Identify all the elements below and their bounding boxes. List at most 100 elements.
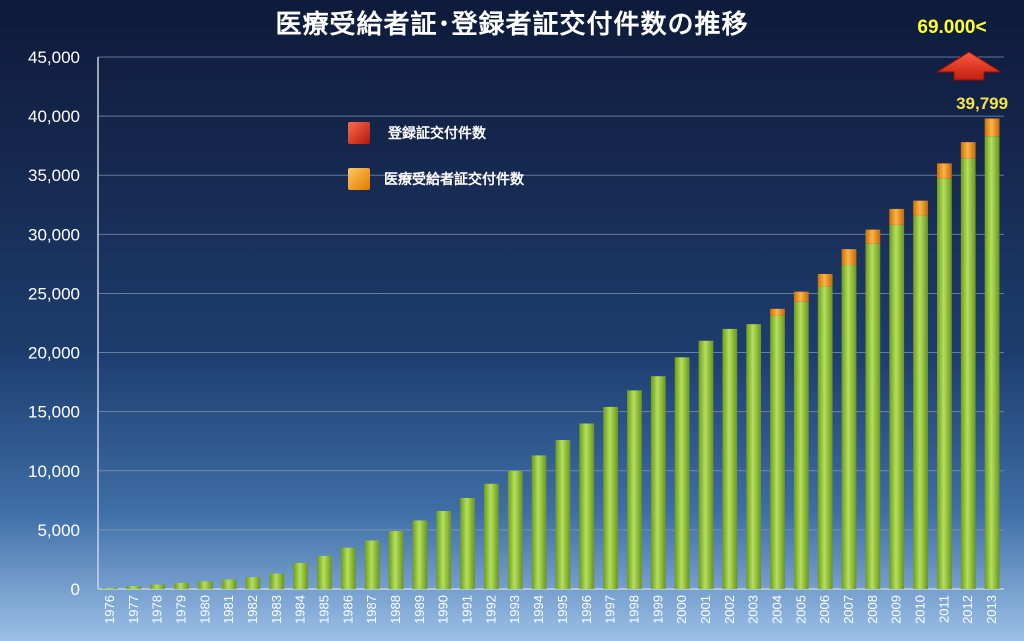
bar-medical-cert — [841, 265, 857, 589]
bar-medical-cert — [293, 562, 309, 589]
bar-registration-cert — [960, 142, 976, 159]
y-tick-label: 0 — [71, 580, 80, 599]
x-tick-label: 1991 — [460, 595, 475, 624]
x-tick-label: 2005 — [793, 595, 808, 624]
y-tick-label: 5,000 — [37, 521, 80, 540]
x-tick-label: 1978 — [150, 595, 165, 624]
bar-medical-cert — [340, 547, 356, 589]
x-axis: 1976 1977 1978 1979 1980 1981 1982 1983 1984 1985… — [102, 595, 999, 624]
y-tick-label: 10,000 — [28, 462, 80, 481]
x-tick-label: 2009 — [889, 595, 904, 624]
bar-medical-cert — [484, 483, 499, 589]
x-tick-label: 1994 — [531, 595, 546, 624]
bar-medical-cert — [364, 540, 380, 589]
bar-registration-cert — [889, 208, 905, 225]
x-tick-label: 2000 — [674, 595, 689, 624]
bar-medical-cert — [674, 357, 690, 589]
x-tick-label: 1995 — [555, 595, 570, 624]
x-tick-label: 2003 — [746, 595, 761, 624]
bar-medical-cert — [269, 573, 285, 589]
legend-swatch-registration — [348, 122, 370, 144]
x-tick-label: 1990 — [436, 595, 451, 624]
x-tick-label: 1992 — [483, 595, 498, 624]
y-tick-label: 35,000 — [28, 166, 80, 185]
x-tick-label: 1998 — [626, 595, 641, 624]
x-tick-label: 1977 — [126, 595, 141, 624]
bar-medical-cert — [770, 315, 785, 589]
bar-medical-cert — [531, 455, 547, 589]
x-tick-label: 2011 — [936, 595, 951, 623]
x-tick-label: 1980 — [197, 595, 212, 624]
legend-swatch-medical — [348, 168, 370, 190]
bar-medical-cert — [174, 582, 189, 589]
bar-medical-cert — [388, 531, 404, 589]
bar-medical-cert — [436, 510, 452, 589]
x-tick-label: 1984 — [293, 595, 308, 624]
x-tick-label: 1996 — [579, 595, 594, 624]
bar-medical-cert — [603, 406, 618, 589]
x-tick-label: 2001 — [698, 595, 713, 624]
x-tick-label: 1986 — [340, 595, 355, 624]
bar-medical-cert — [555, 440, 571, 589]
x-tick-label: 1983 — [269, 595, 284, 624]
bar-registration-cert — [841, 249, 857, 266]
bar-registration-cert — [793, 291, 809, 302]
x-tick-label: 1982 — [245, 595, 260, 624]
bar-medical-cert — [317, 555, 332, 589]
x-tick-label: 2002 — [722, 595, 737, 624]
bar-medical-cert — [245, 577, 261, 589]
bar-medical-cert — [984, 136, 1000, 589]
x-tick-label: 1976 — [102, 595, 117, 624]
bar-medical-cert — [698, 340, 714, 589]
chart-title: 医療受給者証･登録者証交付件数の推移 — [275, 10, 749, 40]
bar-registration-cert — [865, 229, 881, 244]
projection-label: 69.000< — [917, 17, 986, 38]
legend-label: 登録証交付件数 — [387, 125, 487, 142]
x-tick-label: 1985 — [317, 595, 332, 624]
bar-medical-cert — [746, 324, 762, 589]
bar-medical-cert — [817, 286, 833, 589]
gridlines — [98, 56, 1004, 590]
x-tick-label: 2007 — [841, 595, 856, 624]
bar-medical-cert — [889, 224, 905, 589]
bar-medical-cert — [627, 390, 642, 589]
bar-medical-cert — [460, 497, 475, 589]
bar-medical-cert — [865, 243, 881, 589]
bar-medical-cert — [579, 423, 595, 589]
x-tick-label: 1997 — [603, 595, 618, 624]
up-arrow-icon — [935, 51, 1003, 81]
bar-registration-cert — [913, 200, 928, 216]
bar-medical-cert — [412, 520, 428, 589]
bar-medical-cert — [960, 158, 976, 589]
bar-medical-cert — [102, 587, 118, 589]
last-total-label: 39,799 — [956, 94, 1008, 113]
bar-medical-cert — [126, 586, 142, 589]
y-tick-label: 25,000 — [28, 284, 80, 303]
bar-medical-cert — [722, 328, 738, 589]
bar-medical-cert — [221, 579, 237, 589]
bar-registration-cert — [984, 118, 1000, 137]
legend-label: 医療受給者証交付件数 — [384, 171, 525, 188]
bar-medical-cert — [937, 178, 952, 589]
x-tick-label: 1993 — [507, 595, 522, 624]
y-tick-label: 45,000 — [28, 48, 80, 67]
bars — [102, 118, 1000, 589]
x-tick-label: 1988 — [388, 595, 403, 624]
x-tick-label: 2004 — [770, 595, 785, 624]
x-tick-label: 1999 — [650, 595, 665, 624]
x-tick-label: 2012 — [960, 595, 975, 624]
y-tick-label: 20,000 — [28, 344, 80, 363]
bar-registration-cert — [937, 163, 952, 179]
y-tick-label: 15,000 — [28, 403, 80, 422]
x-tick-label: 2013 — [984, 595, 999, 624]
bar-medical-cert — [913, 215, 928, 589]
x-tick-label: 1987 — [364, 595, 379, 624]
y-tick-label: 30,000 — [28, 225, 80, 244]
bar-medical-cert — [507, 470, 523, 589]
bar-medical-cert — [197, 581, 213, 589]
x-tick-label: 1979 — [173, 595, 188, 624]
x-tick-label: 2010 — [913, 595, 928, 624]
y-tick-label: 40,000 — [28, 107, 80, 126]
